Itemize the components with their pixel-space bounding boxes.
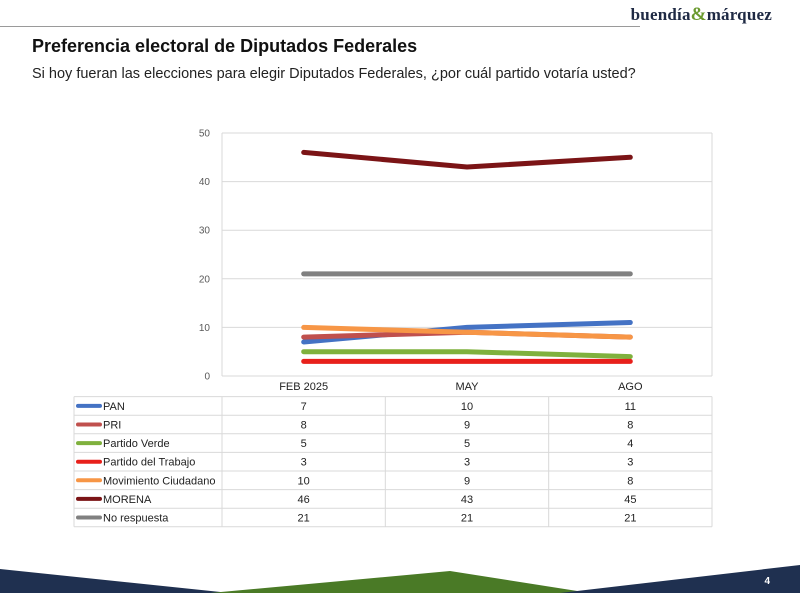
table-value: 10 bbox=[298, 475, 310, 487]
footer-right-band bbox=[560, 565, 800, 593]
table-value: 10 bbox=[461, 401, 473, 413]
table-value: 3 bbox=[627, 457, 633, 469]
legend-label: MORENA bbox=[103, 494, 152, 506]
table-value: 3 bbox=[301, 457, 307, 469]
footer-band bbox=[0, 565, 800, 593]
x-category-label: MAY bbox=[455, 381, 479, 393]
table-value: 8 bbox=[301, 420, 307, 432]
table-value: 8 bbox=[627, 420, 633, 432]
table-value: 45 bbox=[624, 494, 636, 506]
series-line-morena bbox=[301, 149, 633, 170]
table-value: 7 bbox=[301, 401, 307, 413]
y-tick-label: 20 bbox=[199, 274, 211, 285]
table-value: 11 bbox=[625, 401, 636, 413]
footer-green-wave bbox=[210, 571, 590, 593]
table-value: 3 bbox=[464, 457, 470, 469]
page-number: 4 bbox=[764, 576, 770, 587]
brand-logo: buendía&márquez bbox=[630, 4, 772, 25]
y-tick-label: 30 bbox=[199, 226, 211, 237]
table-value: 4 bbox=[627, 438, 633, 450]
footer-left-band bbox=[0, 569, 230, 593]
table-value: 43 bbox=[461, 494, 473, 506]
series-line-partido-verde bbox=[301, 349, 633, 360]
legend-label: Movimiento Ciudadano bbox=[103, 475, 216, 487]
table-value: 5 bbox=[301, 438, 307, 450]
legend-label: Partido Verde bbox=[103, 438, 170, 450]
table-value: 21 bbox=[298, 513, 310, 525]
y-tick-label: 40 bbox=[199, 177, 211, 188]
y-tick-label: 0 bbox=[204, 372, 210, 383]
legend-label: PRI bbox=[103, 420, 121, 432]
table-value: 9 bbox=[464, 420, 470, 432]
table-value: 21 bbox=[624, 513, 636, 525]
table-value: 21 bbox=[461, 513, 473, 525]
legend-label: PAN bbox=[103, 401, 125, 413]
y-tick-label: 50 bbox=[199, 129, 211, 140]
table-value: 46 bbox=[298, 494, 310, 506]
page-subtitle: Si hoy fueran las elecciones para elegir… bbox=[32, 66, 636, 82]
table-value: 8 bbox=[627, 475, 633, 487]
y-tick-label: 10 bbox=[199, 323, 211, 334]
header-rule bbox=[0, 26, 640, 27]
legend-label: Partido del Trabajo bbox=[103, 457, 195, 469]
table-value: 5 bbox=[464, 438, 470, 450]
x-category-label: AGO bbox=[618, 381, 643, 393]
table-value: 9 bbox=[464, 475, 470, 487]
x-category-label: FEB 2025 bbox=[279, 381, 328, 393]
legend-label: No respuesta bbox=[103, 513, 169, 525]
page-title: Preferencia electoral de Diputados Feder… bbox=[32, 36, 418, 56]
